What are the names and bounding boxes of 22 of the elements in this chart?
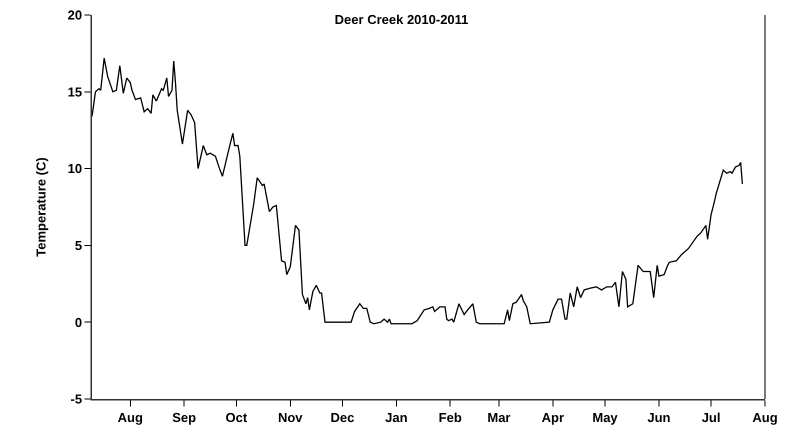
y-tick-label: 10: [68, 161, 82, 176]
line-series: [92, 57, 744, 324]
y-tick-label: 5: [74, 238, 82, 253]
x-tick-label: Dec: [330, 410, 354, 425]
y-tick-label: 20: [68, 8, 82, 23]
x-tick-label: Jul: [702, 410, 720, 425]
x-tick-label: Nov: [278, 410, 304, 425]
x-tick-label: Apr: [542, 410, 564, 425]
x-tick-label: Aug: [118, 410, 143, 425]
x-tick-label: Sep: [172, 410, 196, 425]
x-tick-label: Mar: [487, 410, 510, 425]
x-tick-label: Jan: [385, 410, 408, 425]
y-axis-title: Temperature (C): [34, 157, 49, 257]
y-tick-label: 15: [68, 84, 82, 100]
chart-title: Deer Creek 2010-2011: [334, 12, 468, 28]
y-tick-label: 0: [74, 314, 82, 330]
x-tick-label: Aug: [752, 410, 778, 425]
x-tick-label: Feb: [438, 410, 462, 425]
x-tick-label: May: [592, 410, 618, 425]
y-tick-label: -5: [70, 392, 82, 407]
x-tick-label: Oct: [226, 410, 248, 425]
x-tick-label: Jun: [647, 410, 671, 425]
